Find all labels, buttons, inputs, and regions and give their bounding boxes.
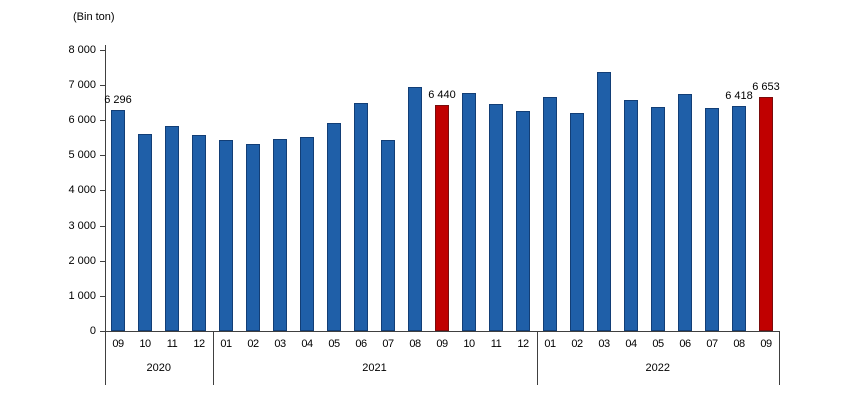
y-tick-label: 6 000 bbox=[68, 114, 96, 126]
data-label: 6 440 bbox=[428, 89, 456, 101]
y-tick-label: 3 000 bbox=[68, 220, 96, 232]
x-month-label: 08 bbox=[409, 338, 421, 350]
data-label: 6 296 bbox=[104, 94, 132, 106]
bar bbox=[678, 94, 692, 331]
x-year-label: 2021 bbox=[362, 362, 387, 374]
x-month-label: 09 bbox=[112, 338, 124, 350]
group-separator bbox=[536, 331, 538, 385]
y-tick-mark bbox=[100, 331, 105, 332]
bar bbox=[165, 126, 179, 331]
y-tick-label: 5 000 bbox=[68, 149, 96, 161]
y-tick-mark bbox=[100, 120, 105, 121]
y-tick-label: 7 000 bbox=[68, 79, 96, 91]
x-month-label: 11 bbox=[490, 338, 502, 350]
x-month-label: 12 bbox=[193, 338, 205, 350]
bar bbox=[219, 140, 233, 331]
y-tick-label: 0 bbox=[89, 325, 96, 337]
x-month-label: 09 bbox=[760, 338, 772, 350]
y-tick-mark bbox=[100, 261, 105, 262]
bar bbox=[246, 144, 260, 331]
bar bbox=[408, 87, 422, 331]
y-axis-line bbox=[105, 45, 106, 332]
bar bbox=[489, 104, 503, 331]
x-month-label: 07 bbox=[706, 338, 718, 350]
group-separator bbox=[212, 331, 214, 385]
bar bbox=[138, 134, 152, 331]
bar bbox=[651, 107, 665, 331]
x-month-label: 05 bbox=[652, 338, 664, 350]
y-tick-label: 2 000 bbox=[68, 255, 96, 267]
bar bbox=[300, 137, 314, 331]
x-month-label: 10 bbox=[463, 338, 475, 350]
x-month-label: 01 bbox=[544, 338, 556, 350]
bar bbox=[462, 93, 476, 331]
y-tick-label: 8 000 bbox=[68, 44, 96, 56]
bar bbox=[327, 123, 341, 331]
x-month-label: 12 bbox=[517, 338, 529, 350]
x-month-label: 06 bbox=[355, 338, 367, 350]
bar-highlighted bbox=[759, 97, 773, 331]
x-month-label: 02 bbox=[247, 338, 259, 350]
bar bbox=[273, 139, 287, 331]
bar bbox=[381, 140, 395, 331]
x-year-label: 2022 bbox=[645, 362, 670, 374]
y-tick-mark bbox=[100, 155, 105, 156]
group-separator bbox=[105, 331, 106, 385]
x-month-label: 06 bbox=[679, 338, 691, 350]
y-tick-mark bbox=[100, 50, 105, 51]
x-axis-line bbox=[105, 331, 780, 332]
y-tick-label: 1 000 bbox=[68, 290, 96, 302]
bar bbox=[516, 111, 530, 331]
x-month-label: 11 bbox=[166, 338, 178, 350]
bar bbox=[570, 113, 584, 331]
bar bbox=[354, 103, 368, 331]
x-year-label: 2020 bbox=[146, 362, 171, 374]
bar bbox=[705, 108, 719, 331]
y-tick-mark bbox=[100, 190, 105, 191]
x-month-label: 01 bbox=[220, 338, 232, 350]
data-label: 6 418 bbox=[725, 90, 753, 102]
bar-highlighted bbox=[435, 105, 449, 331]
unit-label: (Bin ton) bbox=[73, 11, 115, 23]
bar bbox=[597, 72, 611, 331]
group-separator bbox=[779, 331, 780, 385]
y-tick-mark bbox=[100, 85, 105, 86]
bar bbox=[624, 100, 638, 331]
x-month-label: 09 bbox=[436, 338, 448, 350]
y-tick-mark bbox=[100, 226, 105, 227]
data-label: 6 653 bbox=[752, 81, 780, 93]
x-month-label: 04 bbox=[625, 338, 637, 350]
x-month-label: 03 bbox=[598, 338, 610, 350]
bar bbox=[192, 135, 206, 331]
plot-area: 6 296 6 440 6 418 6 653 bbox=[104, 50, 780, 331]
x-month-label: 07 bbox=[382, 338, 394, 350]
x-month-label: 03 bbox=[274, 338, 286, 350]
x-month-label: 08 bbox=[733, 338, 745, 350]
x-month-label: 02 bbox=[571, 338, 583, 350]
x-month-label: 10 bbox=[139, 338, 151, 350]
y-tick-label: 4 000 bbox=[68, 184, 96, 196]
y-tick-mark bbox=[100, 296, 105, 297]
bar bbox=[732, 106, 746, 331]
x-month-label: 05 bbox=[328, 338, 340, 350]
bar bbox=[543, 97, 557, 331]
x-month-label: 04 bbox=[301, 338, 313, 350]
bar bbox=[111, 110, 125, 331]
